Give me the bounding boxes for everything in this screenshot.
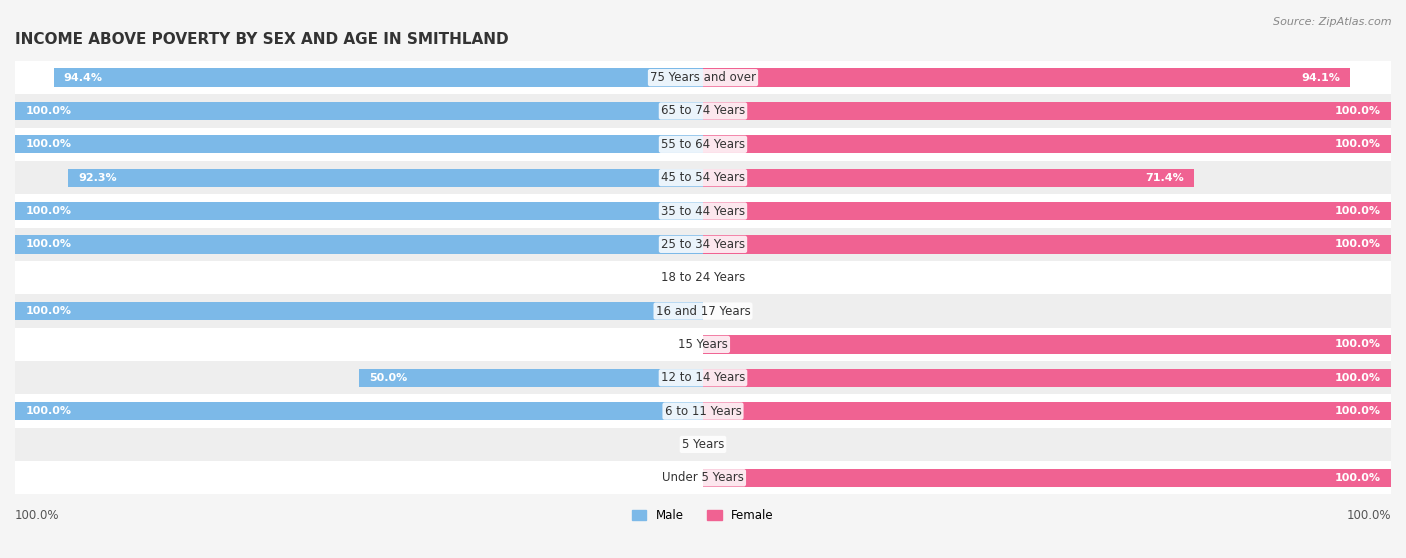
Bar xyxy=(15,61,1391,94)
Text: 15 Years: 15 Years xyxy=(678,338,728,351)
Text: Under 5 Years: Under 5 Years xyxy=(662,472,744,484)
Bar xyxy=(53,69,703,87)
Text: 50.0%: 50.0% xyxy=(370,373,408,383)
Text: 5 Years: 5 Years xyxy=(682,438,724,451)
Bar xyxy=(703,335,1391,354)
Text: 100.0%: 100.0% xyxy=(1334,140,1381,150)
Text: 100.0%: 100.0% xyxy=(1334,339,1381,349)
Text: 100.0%: 100.0% xyxy=(15,509,59,522)
Bar xyxy=(15,395,1391,428)
Bar xyxy=(15,361,1391,395)
Bar xyxy=(15,102,703,120)
Bar xyxy=(15,194,1391,228)
Bar xyxy=(15,235,703,253)
Bar xyxy=(703,169,1194,187)
Bar xyxy=(15,261,1391,295)
Bar xyxy=(15,302,703,320)
Bar xyxy=(703,469,1391,487)
Bar xyxy=(359,369,703,387)
Bar xyxy=(15,161,1391,194)
Bar xyxy=(15,94,1391,128)
Text: 100.0%: 100.0% xyxy=(1334,473,1381,483)
Text: 94.1%: 94.1% xyxy=(1301,73,1340,83)
Text: 25 to 34 Years: 25 to 34 Years xyxy=(661,238,745,251)
Bar xyxy=(15,128,1391,161)
Text: 71.4%: 71.4% xyxy=(1144,172,1184,182)
Bar xyxy=(703,202,1391,220)
Text: 100.0%: 100.0% xyxy=(1334,106,1381,116)
Text: 45 to 54 Years: 45 to 54 Years xyxy=(661,171,745,184)
Text: 100.0%: 100.0% xyxy=(1334,373,1381,383)
Text: 94.4%: 94.4% xyxy=(63,73,103,83)
Text: 100.0%: 100.0% xyxy=(1334,406,1381,416)
Text: 6 to 11 Years: 6 to 11 Years xyxy=(665,405,741,417)
Bar xyxy=(15,295,1391,328)
Bar xyxy=(703,102,1391,120)
Bar xyxy=(703,135,1391,153)
Text: 100.0%: 100.0% xyxy=(25,106,72,116)
Text: 100.0%: 100.0% xyxy=(25,306,72,316)
Text: 100.0%: 100.0% xyxy=(1334,206,1381,216)
Text: 100.0%: 100.0% xyxy=(25,140,72,150)
Text: 12 to 14 Years: 12 to 14 Years xyxy=(661,371,745,384)
Text: 100.0%: 100.0% xyxy=(1334,239,1381,249)
Text: Source: ZipAtlas.com: Source: ZipAtlas.com xyxy=(1274,17,1392,27)
Text: 100.0%: 100.0% xyxy=(25,206,72,216)
Bar xyxy=(703,69,1350,87)
Text: 55 to 64 Years: 55 to 64 Years xyxy=(661,138,745,151)
Text: 100.0%: 100.0% xyxy=(25,239,72,249)
Bar xyxy=(15,402,703,420)
Text: 100.0%: 100.0% xyxy=(1347,509,1391,522)
Text: 92.3%: 92.3% xyxy=(79,172,117,182)
Bar xyxy=(67,169,703,187)
Text: 18 to 24 Years: 18 to 24 Years xyxy=(661,271,745,284)
Bar xyxy=(15,202,703,220)
Bar xyxy=(15,461,1391,494)
Text: 35 to 44 Years: 35 to 44 Years xyxy=(661,205,745,218)
Text: 65 to 74 Years: 65 to 74 Years xyxy=(661,104,745,118)
Bar xyxy=(703,402,1391,420)
Bar xyxy=(15,228,1391,261)
Text: 100.0%: 100.0% xyxy=(25,406,72,416)
Bar xyxy=(703,369,1391,387)
Text: 75 Years and over: 75 Years and over xyxy=(650,71,756,84)
Bar xyxy=(703,235,1391,253)
Text: INCOME ABOVE POVERTY BY SEX AND AGE IN SMITHLAND: INCOME ABOVE POVERTY BY SEX AND AGE IN S… xyxy=(15,32,509,47)
Bar xyxy=(15,428,1391,461)
Text: 16 and 17 Years: 16 and 17 Years xyxy=(655,305,751,318)
Bar xyxy=(15,135,703,153)
Legend: Male, Female: Male, Female xyxy=(627,504,779,527)
Bar xyxy=(15,328,1391,361)
